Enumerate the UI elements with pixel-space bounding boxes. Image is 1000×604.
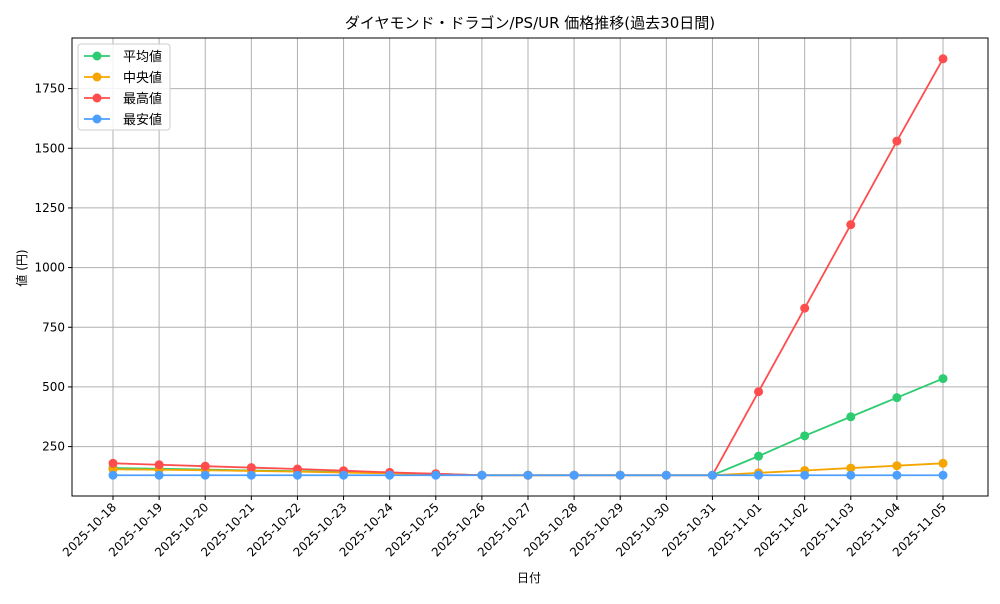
legend-label: 平均値 <box>123 49 162 65</box>
legend-marker <box>92 93 102 103</box>
data-point <box>661 470 671 480</box>
data-point <box>154 460 164 470</box>
legend-label: 中央値 <box>123 70 162 86</box>
legend-box <box>77 43 171 131</box>
data-point <box>846 463 856 473</box>
y-axis-label: 値 (円) <box>14 249 29 286</box>
x-axis-label: 日付 <box>517 571 541 585</box>
data-point <box>477 470 487 480</box>
y-tick-label: 750 <box>42 320 65 334</box>
data-point <box>108 458 118 468</box>
plot-frame <box>71 37 989 497</box>
data-point <box>800 303 810 313</box>
data-point <box>846 220 856 230</box>
data-point <box>246 470 256 480</box>
data-point <box>431 470 441 480</box>
y-tick-label: 500 <box>42 380 65 394</box>
data-point <box>292 464 302 474</box>
data-point <box>938 470 948 480</box>
data-point <box>154 470 164 480</box>
data-point <box>754 470 764 480</box>
data-point <box>892 393 902 403</box>
legend-label: 最安値 <box>123 112 162 128</box>
legend-marker <box>92 72 102 82</box>
data-point <box>523 470 533 480</box>
data-point <box>754 451 764 461</box>
data-point <box>892 136 902 146</box>
data-point <box>754 387 764 397</box>
data-point <box>246 463 256 473</box>
data-point <box>846 412 856 422</box>
data-point <box>938 54 948 64</box>
data-point <box>892 470 902 480</box>
data-point <box>938 374 948 384</box>
data-point <box>339 470 349 480</box>
legend-label: 最高値 <box>123 91 162 107</box>
legend-marker <box>92 51 102 61</box>
data-point <box>200 461 210 471</box>
data-point <box>569 470 579 480</box>
data-point <box>292 470 302 480</box>
data-point <box>846 470 856 480</box>
data-point <box>800 470 810 480</box>
y-tick-label: 250 <box>42 440 65 454</box>
series-3 <box>108 470 948 480</box>
chart-title: ダイヤモンド・ドラゴン/PS/UR 価格推移(過去30日間) <box>345 14 715 32</box>
y-tick-label: 1500 <box>34 141 65 155</box>
data-point <box>800 431 810 441</box>
y-tick-label: 1000 <box>34 261 65 275</box>
legend-marker <box>92 114 102 124</box>
data-point <box>385 470 395 480</box>
data-point <box>707 470 717 480</box>
data-point <box>200 470 210 480</box>
data-point <box>892 461 902 471</box>
y-tick-label: 1750 <box>34 82 65 96</box>
y-tick-label: 1250 <box>34 201 65 215</box>
data-point <box>615 470 625 480</box>
data-point <box>108 470 118 480</box>
data-point <box>938 458 948 468</box>
